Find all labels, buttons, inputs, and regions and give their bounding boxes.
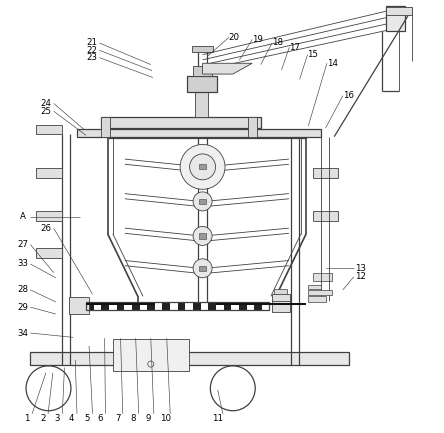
- Bar: [308, 290, 332, 295]
- Bar: [254, 301, 262, 310]
- Text: 33: 33: [17, 259, 28, 268]
- Bar: [262, 301, 270, 310]
- Text: A: A: [20, 212, 26, 221]
- Bar: [36, 125, 62, 135]
- Bar: [274, 288, 287, 294]
- Bar: [248, 117, 257, 137]
- Bar: [308, 284, 321, 289]
- Circle shape: [193, 226, 212, 246]
- Bar: [199, 233, 206, 239]
- Text: 1: 1: [24, 414, 30, 423]
- Polygon shape: [202, 63, 252, 74]
- Bar: [30, 352, 349, 365]
- Bar: [69, 297, 90, 313]
- Text: 25: 25: [40, 107, 52, 116]
- Text: 15: 15: [307, 50, 318, 59]
- Bar: [86, 301, 270, 310]
- Text: 19: 19: [252, 35, 263, 44]
- Text: 26: 26: [40, 224, 52, 233]
- Text: 8: 8: [131, 414, 136, 423]
- Bar: [231, 301, 239, 310]
- Bar: [107, 130, 306, 138]
- Text: 34: 34: [17, 329, 28, 338]
- Bar: [201, 301, 208, 310]
- Bar: [124, 301, 132, 310]
- Text: 6: 6: [98, 414, 103, 423]
- Bar: [155, 301, 163, 310]
- Bar: [36, 168, 62, 178]
- Text: 22: 22: [86, 46, 97, 55]
- Bar: [36, 248, 62, 258]
- Bar: [170, 301, 178, 310]
- Bar: [193, 66, 212, 76]
- Text: 27: 27: [17, 240, 28, 249]
- Bar: [192, 46, 213, 52]
- Text: 9: 9: [146, 414, 151, 423]
- Circle shape: [190, 154, 215, 180]
- Text: 12: 12: [355, 272, 365, 281]
- Bar: [199, 199, 206, 204]
- Bar: [36, 211, 62, 221]
- Text: 5: 5: [85, 414, 90, 423]
- Bar: [186, 301, 193, 310]
- Bar: [215, 303, 306, 305]
- Bar: [109, 301, 117, 310]
- Bar: [101, 117, 110, 137]
- Text: 28: 28: [17, 285, 28, 294]
- Text: 18: 18: [272, 39, 283, 48]
- Bar: [193, 301, 201, 310]
- Bar: [147, 301, 155, 310]
- Text: 3: 3: [54, 414, 60, 423]
- Bar: [224, 301, 231, 310]
- Bar: [132, 301, 139, 310]
- Bar: [195, 92, 208, 117]
- Text: 14: 14: [326, 59, 337, 68]
- Text: 7: 7: [115, 414, 120, 423]
- Circle shape: [193, 259, 212, 278]
- Circle shape: [180, 145, 225, 189]
- Text: 17: 17: [289, 43, 300, 52]
- Text: 29: 29: [17, 303, 28, 312]
- Bar: [187, 76, 217, 92]
- Bar: [77, 129, 321, 137]
- Bar: [101, 301, 109, 310]
- Bar: [386, 7, 412, 15]
- Bar: [139, 301, 147, 310]
- Bar: [308, 296, 325, 302]
- Bar: [113, 339, 189, 371]
- Text: 11: 11: [212, 414, 223, 423]
- Bar: [101, 117, 261, 128]
- Text: 20: 20: [229, 33, 240, 42]
- Bar: [163, 301, 170, 310]
- Text: 21: 21: [86, 39, 97, 48]
- Text: 4: 4: [69, 414, 75, 423]
- Bar: [199, 266, 206, 271]
- Text: 13: 13: [355, 264, 365, 273]
- Bar: [199, 164, 206, 169]
- Bar: [94, 301, 101, 310]
- Bar: [239, 301, 246, 310]
- Text: 10: 10: [159, 414, 170, 423]
- Text: 24: 24: [40, 99, 52, 108]
- Text: 23: 23: [86, 53, 97, 62]
- Text: 16: 16: [342, 91, 353, 100]
- Bar: [86, 301, 94, 310]
- Bar: [313, 274, 332, 281]
- Bar: [178, 301, 186, 310]
- Bar: [313, 168, 338, 178]
- Text: 2: 2: [40, 414, 46, 423]
- Bar: [272, 300, 290, 312]
- Bar: [386, 6, 405, 31]
- Bar: [272, 294, 290, 301]
- Bar: [86, 303, 155, 305]
- Bar: [313, 211, 338, 221]
- Bar: [216, 301, 224, 310]
- Bar: [208, 301, 216, 310]
- Circle shape: [193, 192, 212, 211]
- Bar: [246, 301, 254, 310]
- Bar: [117, 301, 124, 310]
